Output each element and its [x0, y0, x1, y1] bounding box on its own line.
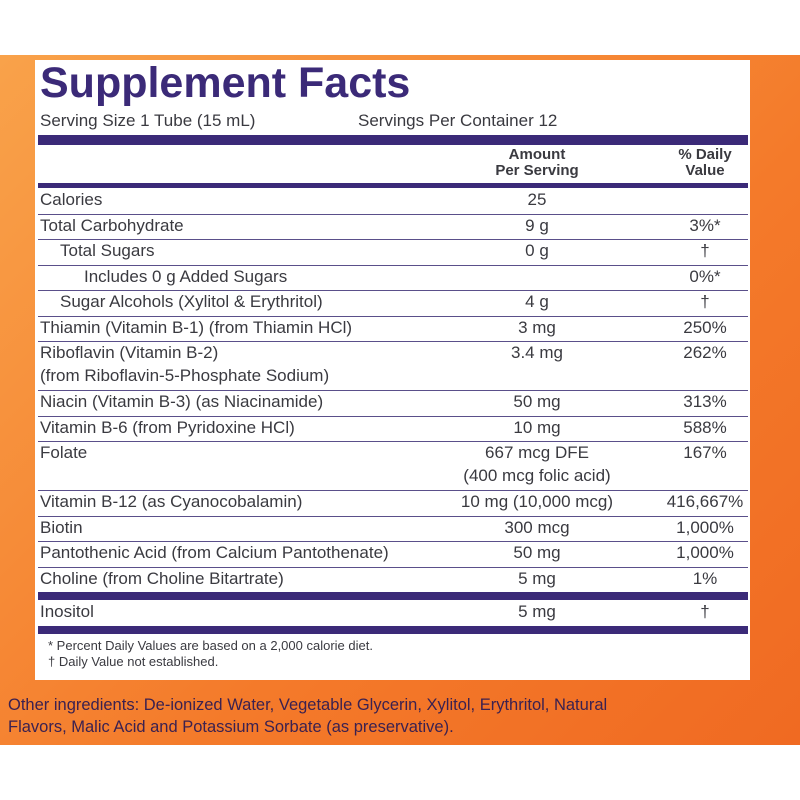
nutrient-name: Vitamin B-6 (from Pyridoxine HCl): [40, 417, 295, 437]
footnote: † Daily Value not established.: [48, 653, 219, 669]
amount: (400 mcg folic acid): [463, 466, 611, 485]
amount: 10 mg: [513, 417, 561, 437]
daily-value: †: [700, 241, 710, 260]
nutrient-name: Includes 0 g Added Sugars: [84, 266, 288, 286]
nutrient-name: Total Carbohydrate: [40, 215, 184, 235]
column-header: Amount: [508, 146, 566, 163]
daily-value: 0%*: [689, 266, 721, 286]
amount: 10 mg (10,000 mcg): [460, 492, 614, 511]
nutrient-name: Sugar Alcohols (Xylitol & Erythritol): [60, 292, 323, 311]
nutrient-name: Biotin: [40, 517, 83, 537]
thick-bar: [38, 135, 748, 145]
nutrient-name: Pantothenic Acid (from Calcium Pantothen…: [40, 543, 389, 562]
amount: 0 g: [525, 241, 549, 260]
other-ingredients: Flavors, Malic Acid and Potassium Sorbat…: [8, 718, 454, 736]
daily-value: 313%: [683, 392, 727, 411]
nutrient-name: Folate: [40, 443, 88, 462]
row-rule: [38, 239, 748, 240]
row-rule: [38, 315, 748, 317]
medium-bar: [38, 183, 748, 188]
amount: 50 mg: [513, 392, 561, 411]
title: Supplement Facts: [40, 59, 411, 107]
label-panel: [35, 60, 750, 680]
daily-value: 416,667%: [666, 492, 744, 511]
nutrient-name: Calories: [40, 190, 103, 209]
row-rule: [38, 566, 748, 568]
amount: 3 mg: [518, 317, 556, 337]
thick-bar: [38, 625, 748, 634]
column-header: Value: [685, 162, 725, 179]
nutrient-name: Vitamin B-12 (as Cyanocobalamin): [40, 492, 303, 511]
daily-value: 167%: [683, 443, 727, 462]
nutrient-name: Total Sugars: [60, 241, 155, 260]
daily-value: 588%: [683, 417, 727, 437]
row-rule: [38, 515, 748, 517]
other-ingredients: Other ingredients: De-ionized Water, Veg…: [8, 696, 608, 714]
nutrient-name: (from Riboflavin-5-Phosphate Sodium): [40, 366, 330, 385]
daily-value: 1%: [692, 568, 718, 588]
row-rule: [38, 213, 748, 215]
amount: 5 mg: [518, 602, 556, 621]
nutrient-name: Choline (from Choline Bitartrate): [40, 568, 284, 588]
amount: 667 mcg DFE: [485, 443, 589, 462]
row-rule: [38, 441, 748, 442]
row-rule: [38, 264, 748, 266]
daily-value: †: [700, 292, 710, 311]
amount: 300 mcg: [504, 517, 570, 537]
daily-value: 3%*: [689, 215, 721, 235]
nutrient-name: Niacin (Vitamin B-3) (as Niacinamide): [40, 392, 324, 411]
servings-per-container: Servings Per Container 12: [358, 111, 558, 130]
row-rule: [38, 490, 748, 491]
serving-size: Serving Size 1 Tube (15 mL): [40, 111, 256, 130]
row-rule: [38, 290, 748, 291]
nutrient-name: Inositol: [40, 602, 94, 621]
amount: 50 mg: [513, 543, 561, 562]
amount: 4 g: [525, 292, 549, 311]
amount: 9 g: [525, 215, 549, 235]
amount: 5 mg: [518, 568, 556, 588]
row-rule: [38, 341, 748, 342]
daily-value: 1,000%: [676, 517, 734, 537]
daily-value: 1,000%: [676, 543, 734, 562]
amount: 25: [527, 190, 547, 209]
column-header: Per Serving: [495, 162, 579, 179]
daily-value: 262%: [683, 343, 727, 362]
row-rule: [38, 541, 748, 542]
column-header: % Daily: [678, 146, 732, 163]
daily-value: †: [700, 602, 710, 621]
nutrient-name: Thiamin (Vitamin B-1) (from Thiamin HCl): [40, 317, 353, 337]
amount: 3.4 mg: [511, 343, 563, 362]
daily-value: 250%: [683, 317, 727, 337]
row-rule: [38, 390, 748, 391]
thick-bar: [38, 592, 748, 600]
row-rule: [38, 415, 748, 417]
nutrient-name: Riboflavin (Vitamin B-2): [40, 343, 219, 362]
footnote: * Percent Daily Values are based on a 2,…: [48, 637, 373, 653]
